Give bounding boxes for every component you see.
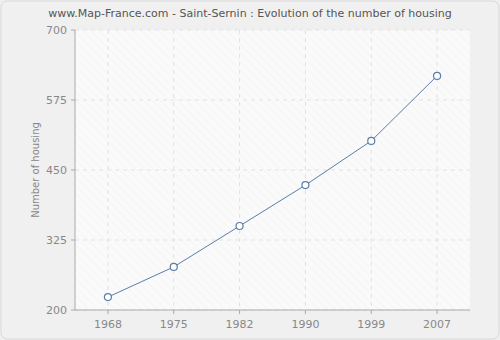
tick-label: 450 <box>46 164 67 177</box>
plot-area <box>75 30 470 310</box>
marker <box>170 263 177 270</box>
grid-line <box>305 30 306 310</box>
grid-line <box>75 30 470 31</box>
tick-label: 575 <box>46 94 67 107</box>
x-axis <box>75 310 470 311</box>
marker <box>104 294 111 301</box>
grid-line <box>75 240 470 241</box>
marker <box>236 223 243 230</box>
tick-label: 1990 <box>291 318 319 331</box>
series <box>104 72 440 300</box>
tick <box>107 310 108 314</box>
tick <box>71 100 75 101</box>
tick-label: 1982 <box>226 318 254 331</box>
tick <box>71 240 75 241</box>
title: www.Map-France.com - Saint-Sernin : Evol… <box>48 7 451 20</box>
tick <box>71 170 75 171</box>
grid-line <box>75 170 470 171</box>
tick-label: 700 <box>46 24 67 37</box>
tick <box>305 310 306 314</box>
tick <box>371 310 372 314</box>
marker <box>302 182 309 189</box>
tick-label: 2007 <box>423 318 451 331</box>
tick-label: 1975 <box>160 318 188 331</box>
grid-line <box>75 310 470 311</box>
marker <box>434 72 441 79</box>
chart: 200 325 450 575 700 1968 1975 1982 1990 1999 2007 w… <box>0 0 500 340</box>
line <box>108 76 437 297</box>
tick <box>71 30 75 31</box>
grid-line <box>239 30 240 310</box>
tick <box>239 310 240 314</box>
tick-label: 200 <box>46 304 67 317</box>
tick <box>437 310 438 314</box>
tick-label: 1999 <box>357 318 385 331</box>
grid-line <box>371 30 372 310</box>
tick <box>173 310 174 314</box>
grid-line <box>107 30 108 310</box>
y-axis-label: Number of housing <box>30 122 41 218</box>
tick <box>71 310 75 311</box>
grid-line <box>75 100 470 101</box>
y-axis <box>75 30 76 310</box>
tick-label: 1968 <box>94 318 122 331</box>
tick-label: 325 <box>46 234 67 247</box>
marker <box>368 137 375 144</box>
background <box>1 1 499 339</box>
